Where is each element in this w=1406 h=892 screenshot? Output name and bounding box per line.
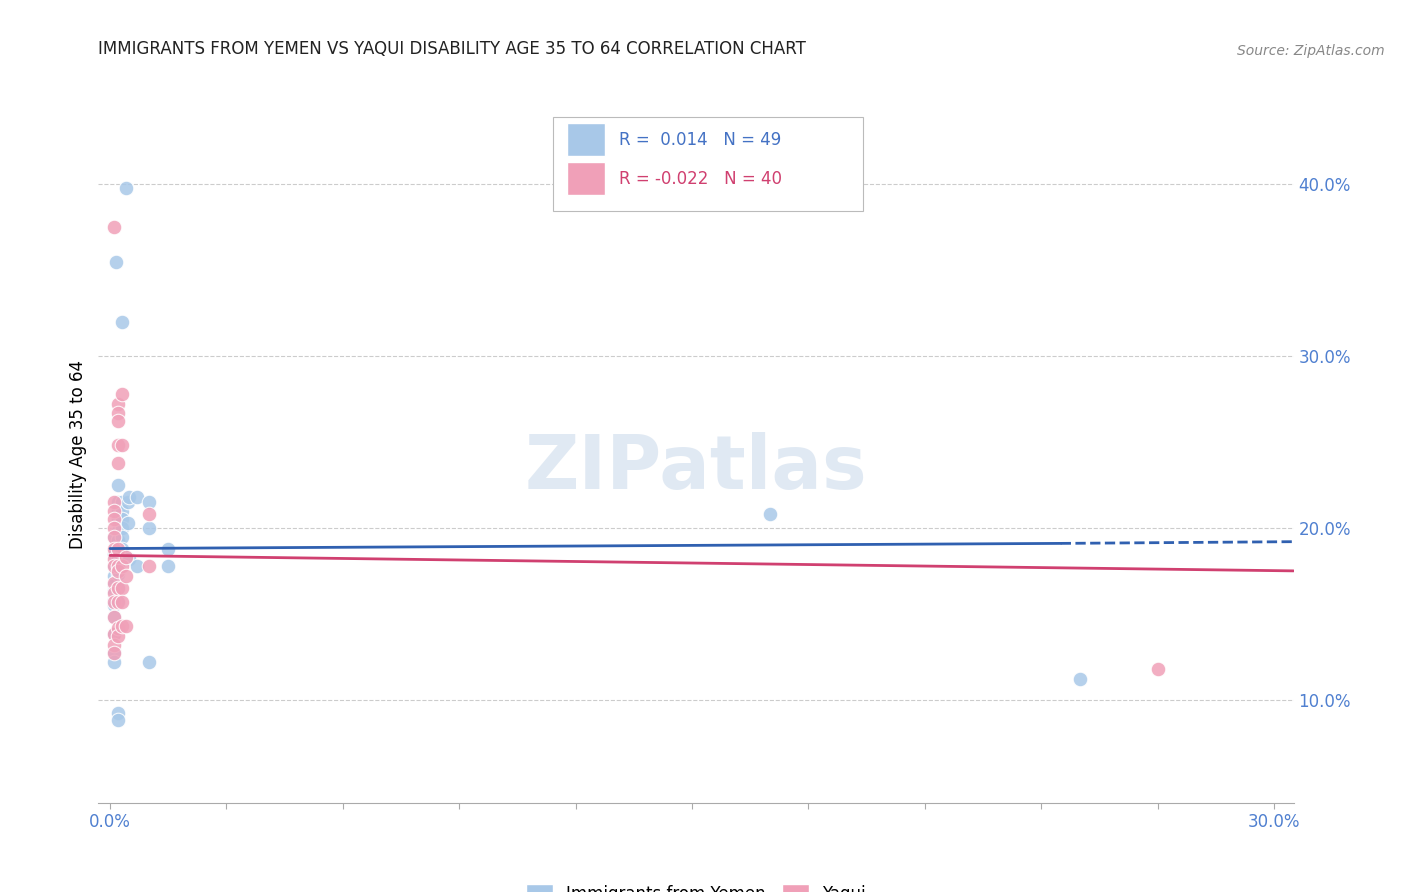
Point	[117, 495, 139, 509]
Point	[107, 629, 129, 643]
Text: R = -0.022   N = 40: R = -0.022 N = 40	[620, 169, 783, 187]
Point	[103, 599, 125, 613]
Point	[138, 495, 160, 509]
Point	[103, 577, 125, 591]
Point	[107, 706, 129, 721]
Point	[103, 547, 125, 561]
Point	[107, 456, 129, 470]
Point	[111, 495, 134, 509]
Point	[103, 593, 125, 607]
Point	[107, 478, 129, 492]
Text: IMMIGRANTS FROM YEMEN VS YAQUI DISABILITY AGE 35 TO 64 CORRELATION CHART: IMMIGRANTS FROM YEMEN VS YAQUI DISABILIT…	[98, 40, 806, 58]
Point	[107, 504, 129, 518]
Point	[107, 406, 129, 420]
Point	[107, 567, 129, 582]
FancyBboxPatch shape	[567, 162, 605, 195]
Point	[107, 541, 129, 556]
Point	[111, 438, 134, 452]
Point	[104, 254, 127, 268]
Point	[103, 610, 125, 624]
Point	[138, 655, 160, 669]
Point	[103, 627, 125, 641]
Point	[157, 541, 180, 556]
Point	[103, 595, 125, 609]
Point	[107, 621, 129, 635]
FancyBboxPatch shape	[567, 123, 605, 156]
Point	[1069, 672, 1091, 686]
Point	[107, 541, 129, 556]
Point	[111, 558, 134, 573]
Point	[103, 220, 125, 235]
Point	[107, 564, 129, 578]
Point	[111, 504, 134, 518]
Point	[103, 558, 125, 573]
Point	[107, 595, 129, 609]
Point	[111, 595, 134, 609]
Point	[107, 550, 129, 565]
Point	[103, 610, 125, 624]
Point	[103, 495, 125, 509]
Point	[107, 533, 129, 547]
Point	[111, 581, 134, 595]
Point	[111, 315, 134, 329]
Point	[103, 586, 125, 600]
Point	[103, 558, 125, 573]
Point	[103, 512, 125, 526]
Point	[107, 495, 129, 509]
Point	[107, 558, 129, 573]
Text: ZIPatlas: ZIPatlas	[524, 433, 868, 506]
Point	[758, 507, 780, 521]
Legend: Immigrants from Yemen, Yaqui: Immigrants from Yemen, Yaqui	[519, 877, 873, 892]
Point	[103, 655, 125, 669]
Point	[111, 521, 134, 535]
Point	[157, 558, 180, 573]
Text: R =  0.014   N = 49: R = 0.014 N = 49	[620, 131, 782, 149]
Point	[118, 490, 141, 504]
Point	[107, 438, 129, 452]
Point	[103, 529, 125, 543]
Point	[103, 529, 125, 543]
Point	[103, 575, 125, 590]
Point	[103, 638, 125, 652]
Point	[138, 507, 160, 521]
Point	[127, 490, 149, 504]
Point	[111, 512, 134, 526]
Point	[127, 558, 149, 573]
FancyBboxPatch shape	[553, 118, 863, 211]
Point	[111, 529, 134, 543]
Point	[118, 552, 141, 566]
Point	[103, 645, 125, 659]
Point	[111, 619, 134, 633]
Point	[114, 569, 136, 583]
Point	[111, 541, 134, 556]
Point	[107, 581, 129, 595]
Point	[114, 181, 136, 195]
Point	[107, 558, 129, 573]
Point	[103, 627, 125, 641]
Point	[103, 541, 125, 556]
Point	[138, 558, 160, 573]
Point	[103, 521, 125, 535]
Point	[103, 646, 125, 660]
Point	[107, 714, 129, 728]
Point	[138, 521, 160, 535]
Point	[117, 516, 139, 530]
Point	[107, 414, 129, 428]
Point	[103, 569, 125, 583]
Point	[114, 619, 136, 633]
Point	[114, 550, 136, 565]
Point	[107, 397, 129, 411]
Point	[107, 512, 129, 526]
Point	[103, 584, 125, 599]
Y-axis label: Disability Age 35 to 64: Disability Age 35 to 64	[69, 360, 87, 549]
Point	[103, 504, 125, 518]
Point	[111, 387, 134, 401]
Text: Source: ZipAtlas.com: Source: ZipAtlas.com	[1237, 44, 1385, 58]
Point	[107, 581, 129, 595]
Point	[107, 524, 129, 539]
Point	[103, 552, 125, 566]
Point	[1146, 662, 1168, 676]
Point	[107, 593, 129, 607]
